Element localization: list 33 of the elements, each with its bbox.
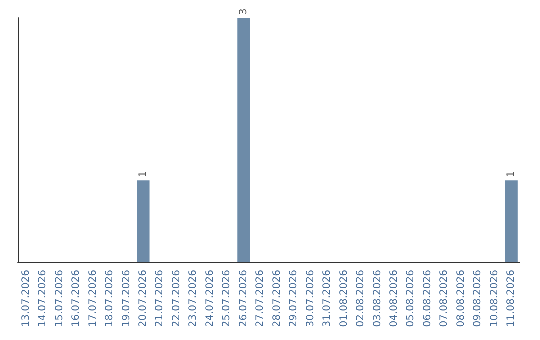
x-tick-label: 19.07.2026 — [121, 270, 132, 328]
x-tick-label: 30.07.2026 — [305, 270, 316, 328]
x-tick-label: 21.07.2026 — [154, 270, 166, 328]
x-tick-label: 22.07.2026 — [171, 270, 182, 328]
x-tick-label: 02.08.2026 — [356, 270, 367, 328]
x-tick-label: 11.08.2026 — [506, 270, 518, 328]
x-tick-label: 18.07.2026 — [104, 270, 116, 328]
x-tick-label: 13.07.2026 — [20, 270, 32, 328]
x-tick-label: 08.08.2026 — [456, 270, 467, 328]
x-tick-label: 24.07.2026 — [204, 270, 216, 328]
x-tick-label: 23.07.2026 — [188, 270, 200, 328]
x-tick-label: 20.07.2026 — [138, 270, 149, 328]
x-tick-label: 29.07.2026 — [288, 270, 300, 328]
x-tick-label: 06.08.2026 — [422, 270, 434, 328]
x-tick-label: 05.08.2026 — [406, 270, 417, 328]
x-tick-label: 25.07.2026 — [222, 270, 233, 328]
data-label: 1 — [138, 171, 149, 178]
x-tick-label: 31.07.2026 — [322, 270, 334, 328]
x-tick-label: 07.08.2026 — [439, 270, 450, 328]
x-tick-label: 10.08.2026 — [489, 270, 500, 328]
x-tick-label: 01.08.2026 — [338, 270, 350, 328]
x-tick-label: 27.07.2026 — [255, 270, 266, 328]
data-label: 3 — [238, 8, 250, 15]
x-tick-label: 15.07.2026 — [54, 270, 66, 328]
x-tick-label: 03.08.2026 — [372, 270, 384, 328]
x-tick-label: 09.08.2026 — [472, 270, 484, 328]
x-tick-label: 16.07.2026 — [71, 270, 82, 328]
data-label: 1 — [506, 171, 518, 178]
x-tick-label: 26.07.2026 — [238, 270, 250, 328]
x-tick-label: 28.07.2026 — [272, 270, 283, 328]
x-tick-label: 04.08.2026 — [389, 270, 400, 328]
x-tick-label: 17.07.2026 — [88, 270, 99, 328]
x-tick-label: 14.07.2026 — [38, 270, 49, 328]
